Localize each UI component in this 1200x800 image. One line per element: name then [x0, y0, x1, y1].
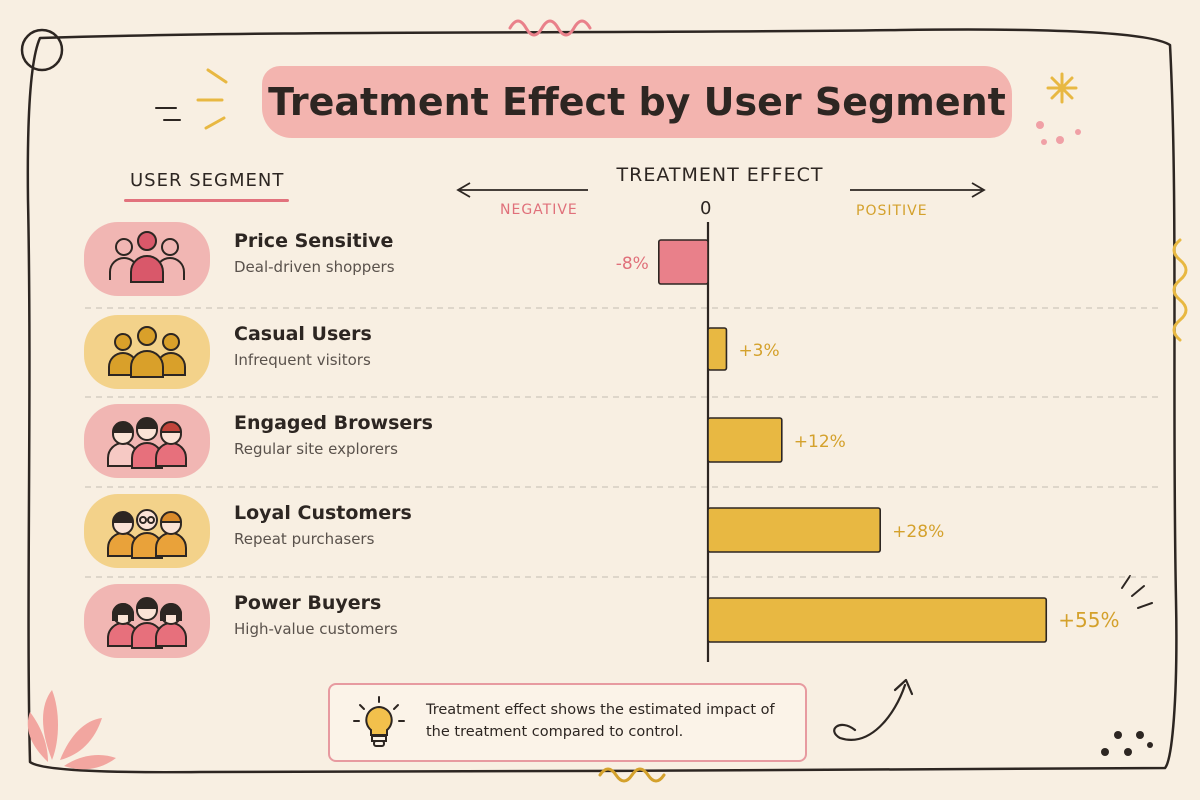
segment-description: Regular site explorers [234, 440, 398, 458]
curly-arrow [833, 683, 907, 741]
bar-engaged-browsers [707, 417, 783, 463]
people-group-icon [84, 494, 210, 568]
page-title: Treatment Effect by User Segment [268, 80, 1006, 124]
positive-arrowhead [971, 182, 986, 198]
corner-loop [20, 28, 64, 72]
bar-price-sensitive [657, 239, 709, 285]
leaf-doodle [27, 690, 116, 770]
segment-row: Loyal Customers Repeat purchasers [84, 494, 414, 574]
people-group-icon [84, 584, 210, 658]
emphasis-mark [1121, 575, 1131, 589]
bottom-squiggle [598, 767, 666, 783]
negative-label: NEGATIVE [500, 202, 578, 218]
bar-casual-users [707, 327, 728, 371]
explanation-note: Treatment effect shows the estimated imp… [328, 683, 807, 762]
right-squiggle [1172, 238, 1188, 342]
data-label: +55% [1058, 608, 1119, 632]
segment-name: Loyal Customers [234, 502, 412, 524]
zero-label: 0 [700, 198, 712, 219]
dots-doodle [1101, 731, 1153, 756]
negative-arrowhead [456, 182, 471, 198]
segment-header-underline [124, 199, 289, 202]
segment-column-header: USER SEGMENT [130, 170, 285, 191]
frame-border [26, 28, 1178, 774]
emphasis-mark [1131, 585, 1145, 597]
bar-loyal-customers [707, 507, 881, 553]
row-separators [85, 307, 1160, 578]
segment-description: Repeat purchasers [234, 530, 375, 548]
segment-row: Price Sensitive Deal-driven shoppers [84, 222, 414, 302]
people-group-icon [84, 222, 210, 296]
sparkle-dash [204, 116, 226, 130]
segment-name: Power Buyers [234, 592, 382, 614]
segment-name: Price Sensitive [234, 230, 394, 252]
title-highlight [262, 66, 1012, 138]
people-group-icon [84, 315, 210, 389]
segment-description: Infrequent visitors [234, 351, 371, 369]
arrowhead [893, 678, 914, 696]
bar-chart: -8% +3% +12% +28% +55% [616, 222, 1119, 662]
sparkle-dash [206, 68, 228, 84]
emphasis-mark [1137, 602, 1153, 609]
segment-row: Engaged Browsers Regular site explorers [84, 404, 433, 484]
data-label: -8% [616, 254, 649, 274]
lightbulb-icon [353, 696, 405, 747]
segment-name: Casual Users [234, 323, 372, 345]
segment-name: Engaged Browsers [234, 412, 433, 434]
data-label: +3% [738, 341, 779, 361]
segment-row: Casual Users Infrequent visitors [84, 315, 414, 395]
positive-label: POSITIVE [856, 203, 928, 219]
people-group-icon [84, 404, 210, 478]
axis-title: TREATMENT EFFECT [616, 164, 824, 186]
top-squiggle [508, 19, 592, 37]
bar-power-buyers [707, 597, 1048, 643]
segment-description: Deal-driven shoppers [234, 258, 395, 276]
dots-doodle [1036, 121, 1081, 145]
star-doodle [1046, 72, 1078, 104]
segment-row: Power Buyers High-value customers [84, 584, 414, 664]
segment-description: High-value customers [234, 620, 398, 638]
note-text: Treatment effect shows the estimated imp… [426, 702, 775, 740]
data-label: +12% [794, 432, 846, 452]
data-label: +28% [892, 522, 944, 542]
